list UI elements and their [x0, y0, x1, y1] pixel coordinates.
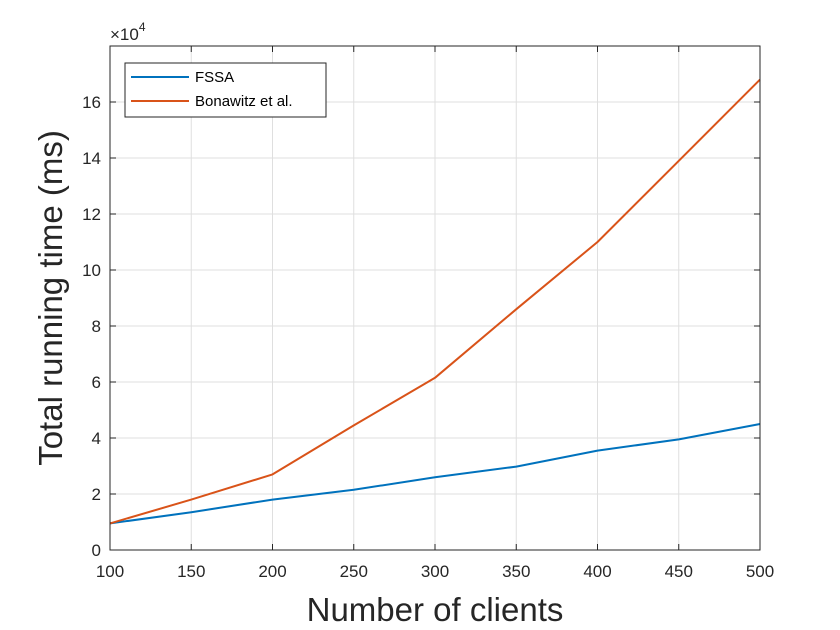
series-lines [109, 78, 761, 525]
x-tick-label: 500 [746, 562, 774, 581]
y-tick-label: 0 [92, 541, 101, 560]
y-axis-ticks: 0 2 4 6 8 10 12 14 16 [82, 93, 760, 560]
y-tick-label: 2 [92, 485, 101, 504]
series-line-bonawitz-et-al [109, 78, 761, 525]
y-tick-label: 10 [82, 261, 101, 280]
grid-lines [110, 45, 760, 550]
legend-box [124, 62, 327, 118]
x-tick-label: 100 [96, 562, 124, 581]
y-tick-label: 6 [92, 373, 101, 392]
x-axis-title: Number of clients [307, 591, 564, 628]
legend: FSSA Bonawitz et al. [124, 62, 327, 118]
x-tick-label: 450 [665, 562, 693, 581]
legend-label-bonawitz-et-al: Bonawitz et al. [195, 93, 293, 110]
x-tick-label: 350 [502, 562, 530, 581]
x-tick-label: 400 [583, 562, 611, 581]
x-tick-label: 300 [421, 562, 449, 581]
x-axis-ticks: 100 150 200 250 300 350 400 450 500 [96, 46, 774, 581]
y-tick-label: 14 [82, 149, 101, 168]
x-tick-label: 150 [177, 562, 205, 581]
x-tick-label: 200 [258, 562, 286, 581]
y-tick-label: 8 [92, 317, 101, 336]
y-axis-title: Total running time (ms) [32, 130, 69, 466]
y-tick-label: 16 [82, 93, 101, 112]
legend-label-fssa: FSSA [195, 69, 234, 86]
y-tick-label: 12 [82, 205, 101, 224]
y-exponent-label: ×104 [110, 20, 146, 44]
y-tick-label: 4 [92, 429, 101, 448]
x-tick-label: 250 [340, 562, 368, 581]
series-line-fssa [109, 423, 761, 525]
